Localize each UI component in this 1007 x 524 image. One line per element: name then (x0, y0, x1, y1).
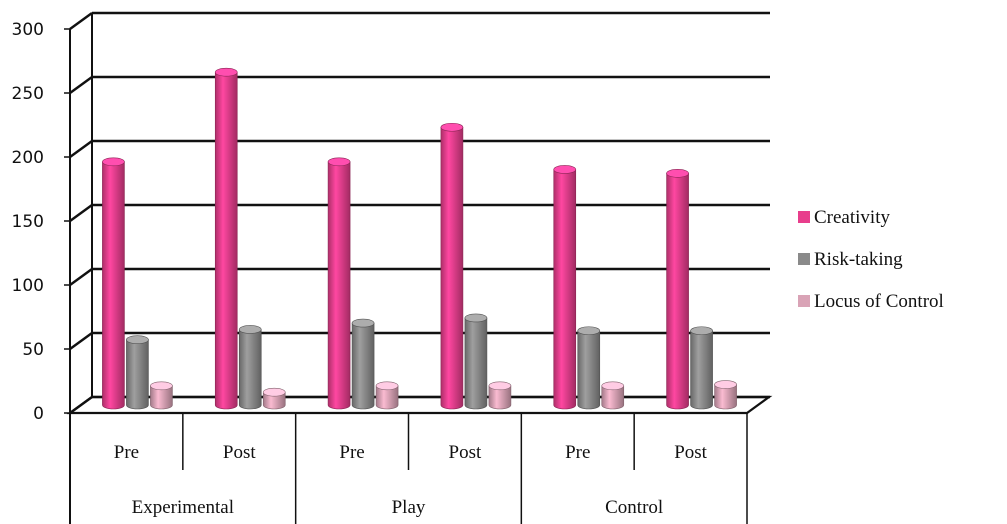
bar-top-creativity (553, 165, 577, 174)
bar-locus-of-control (714, 384, 737, 410)
x-category-label: Post (223, 442, 256, 463)
axes (64, 13, 773, 524)
bar-locus-of-control (601, 385, 625, 410)
bar-top-creativity (666, 169, 689, 178)
bar-top-locus-of-control (601, 381, 625, 391)
chart-floor (66, 395, 773, 415)
bar-top-locus-of-control (150, 381, 173, 391)
bar-risk-taking (238, 329, 262, 410)
bar-top-risk-taking (464, 313, 488, 323)
x-category-label: Pre (339, 442, 364, 463)
y-tick-label: 100 (12, 276, 44, 296)
bar-top-risk-taking (690, 326, 713, 336)
y-tick-label: 200 (12, 148, 44, 168)
legend-swatch (798, 211, 810, 223)
bar-top-risk-taking (577, 326, 601, 336)
bar-top-locus-of-control (262, 387, 286, 397)
bar-risk-taking (126, 339, 149, 410)
legend-label: Locus of Control (814, 291, 944, 312)
bar-locus-of-control (262, 391, 286, 410)
bar-creativity (666, 173, 689, 410)
bar-risk-taking (690, 330, 713, 410)
bar-top-creativity (214, 67, 238, 77)
bar-top-locus-of-control (488, 381, 512, 391)
x-category-label: Pre (114, 442, 139, 463)
bar-top-creativity (440, 122, 464, 132)
gridline-slant (69, 76, 93, 94)
gridline-slant (69, 204, 93, 222)
x-group-label: Experimental (132, 497, 234, 518)
gridline-slant (69, 140, 93, 158)
bar-locus-of-control (150, 385, 173, 410)
bar-risk-taking (464, 317, 488, 410)
gridlines (69, 11, 770, 414)
bar-creativity (327, 161, 351, 410)
gridline-slant (69, 12, 93, 30)
x-group-label: Play (392, 497, 426, 518)
legend: Creativity Risk-taking Locus of Control (798, 207, 944, 312)
bar-top-risk-taking (126, 335, 149, 345)
bars (102, 67, 737, 410)
x-group-label: Control (605, 497, 663, 518)
axis-labels: 0 50 100 150 200 250 300 Pre Post Pre Post Pre Post E… (12, 20, 708, 518)
legend-swatch (798, 253, 810, 265)
bar-locus-of-control (375, 385, 399, 410)
bar-top-risk-taking (351, 318, 375, 328)
bar-top-creativity (327, 157, 351, 167)
legend-label: Risk-taking (814, 249, 903, 270)
x-category-label: Post (674, 442, 707, 463)
bar-creativity (102, 161, 125, 410)
bar-top-locus-of-control (714, 380, 737, 389)
bar-risk-taking (577, 330, 601, 410)
bar-locus-of-control (488, 385, 512, 410)
y-tick-label: 250 (12, 84, 44, 104)
gridline-slant (69, 268, 93, 286)
bar-risk-taking (351, 322, 375, 410)
gridline-slant (69, 332, 93, 350)
bar-top-creativity (102, 157, 125, 167)
bar-creativity (214, 71, 238, 410)
x-category-label: Pre (565, 442, 590, 463)
y-tick-label: 50 (22, 340, 44, 360)
legend-label: Creativity (814, 207, 890, 228)
y-tick-label: 300 (12, 20, 44, 40)
bar-top-risk-taking (238, 325, 262, 334)
y-tick-label: 0 (33, 404, 44, 424)
legend-swatch (798, 295, 810, 307)
x-category-label: Post (449, 442, 482, 463)
bar-top-locus-of-control (375, 381, 399, 391)
bar-creativity (553, 169, 577, 410)
y-tick-label: 150 (12, 212, 44, 232)
bar-creativity (440, 126, 464, 410)
